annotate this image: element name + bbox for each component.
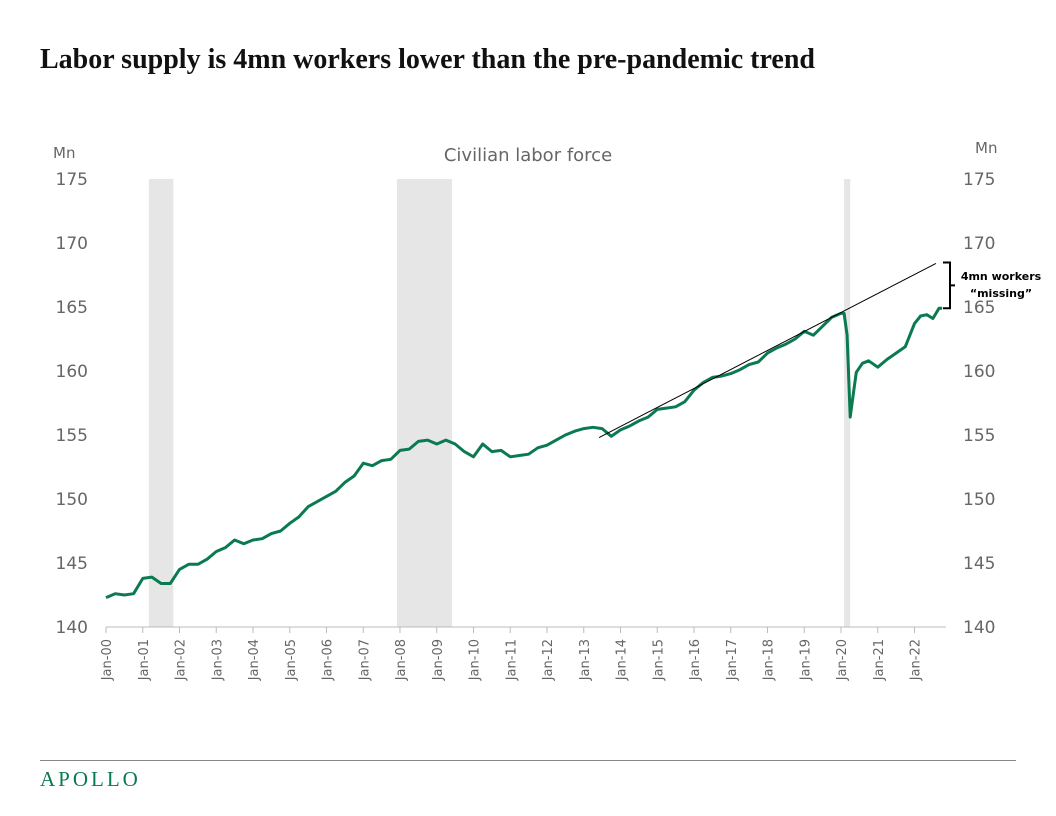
x-tick-label: Jan-16 xyxy=(688,639,703,681)
y-tick-left: 170 xyxy=(56,234,88,254)
recession-band xyxy=(844,179,851,627)
y-tick-right: 165 xyxy=(963,298,995,318)
y-tick-right: 175 xyxy=(963,170,995,190)
labor-force-line xyxy=(105,306,943,599)
annotation-line2: “missing” xyxy=(970,287,1032,300)
x-tick-label: Jan-02 xyxy=(174,639,189,681)
y-tick-right: 170 xyxy=(963,234,995,254)
y-tick-right: 140 xyxy=(963,618,995,638)
y-tick-left: 155 xyxy=(56,426,88,446)
x-tick-label: Jan-17 xyxy=(725,639,740,681)
y-tick-left: 145 xyxy=(56,554,88,574)
x-tick-label: Jan-08 xyxy=(394,639,409,681)
annotation-line1: 4mn workers xyxy=(961,270,1042,283)
x-tick-label: Jan-19 xyxy=(798,639,813,681)
y-tick-left: 150 xyxy=(56,490,88,510)
y-tick-left: 165 xyxy=(56,298,88,318)
x-tick-label: Jan-13 xyxy=(578,639,593,681)
chart-title: Civilian labor force xyxy=(444,145,612,166)
apollo-logo: APOLLO xyxy=(40,767,141,791)
y-tick-right: 150 xyxy=(963,490,995,510)
x-tick-label: Jan-07 xyxy=(357,639,372,681)
y-tick-left: 140 xyxy=(56,618,88,638)
labor-force-chart: 140 140 145 145 150 150 155 155 160 160 165 165 170 1… xyxy=(53,139,1042,681)
y-axis-label-left: Mn xyxy=(53,144,75,162)
x-tick-label: Jan-15 xyxy=(651,639,666,681)
y-tick-left: 160 xyxy=(56,362,88,382)
trend-line xyxy=(598,263,937,439)
y-tick-left: 175 xyxy=(56,170,88,190)
y-tick-right: 155 xyxy=(963,426,995,446)
x-tick-label: Jan-22 xyxy=(909,639,924,681)
x-tick-label: Jan-20 xyxy=(835,639,850,681)
x-tick-label: Jan-14 xyxy=(615,639,630,681)
page-title: Labor supply is 4mn workers lower than t… xyxy=(40,44,815,75)
x-tick-label: Jan-00 xyxy=(100,639,115,681)
x-tick-label: Jan-01 xyxy=(137,639,152,681)
recession-band xyxy=(396,179,453,627)
x-tick-label: Jan-21 xyxy=(872,639,887,681)
gap-bracket xyxy=(943,261,955,310)
x-tick-label: Jan-03 xyxy=(210,639,225,681)
x-tick-label: Jan-09 xyxy=(431,639,446,681)
footer-divider xyxy=(40,760,1016,761)
x-tick-label: Jan-04 xyxy=(247,639,262,681)
x-tick-label: Jan-05 xyxy=(284,639,299,681)
x-tick-label: Jan-12 xyxy=(541,639,556,681)
y-axis-label-right: Mn xyxy=(975,139,997,157)
recession-band xyxy=(148,179,174,627)
x-tick-label: Jan-18 xyxy=(762,639,777,681)
x-tick-label: Jan-06 xyxy=(321,639,336,681)
y-tick-right: 145 xyxy=(963,554,995,574)
x-tick-label: Jan-10 xyxy=(468,639,483,681)
y-tick-right: 160 xyxy=(963,362,995,382)
x-tick-label: Jan-11 xyxy=(504,639,519,681)
